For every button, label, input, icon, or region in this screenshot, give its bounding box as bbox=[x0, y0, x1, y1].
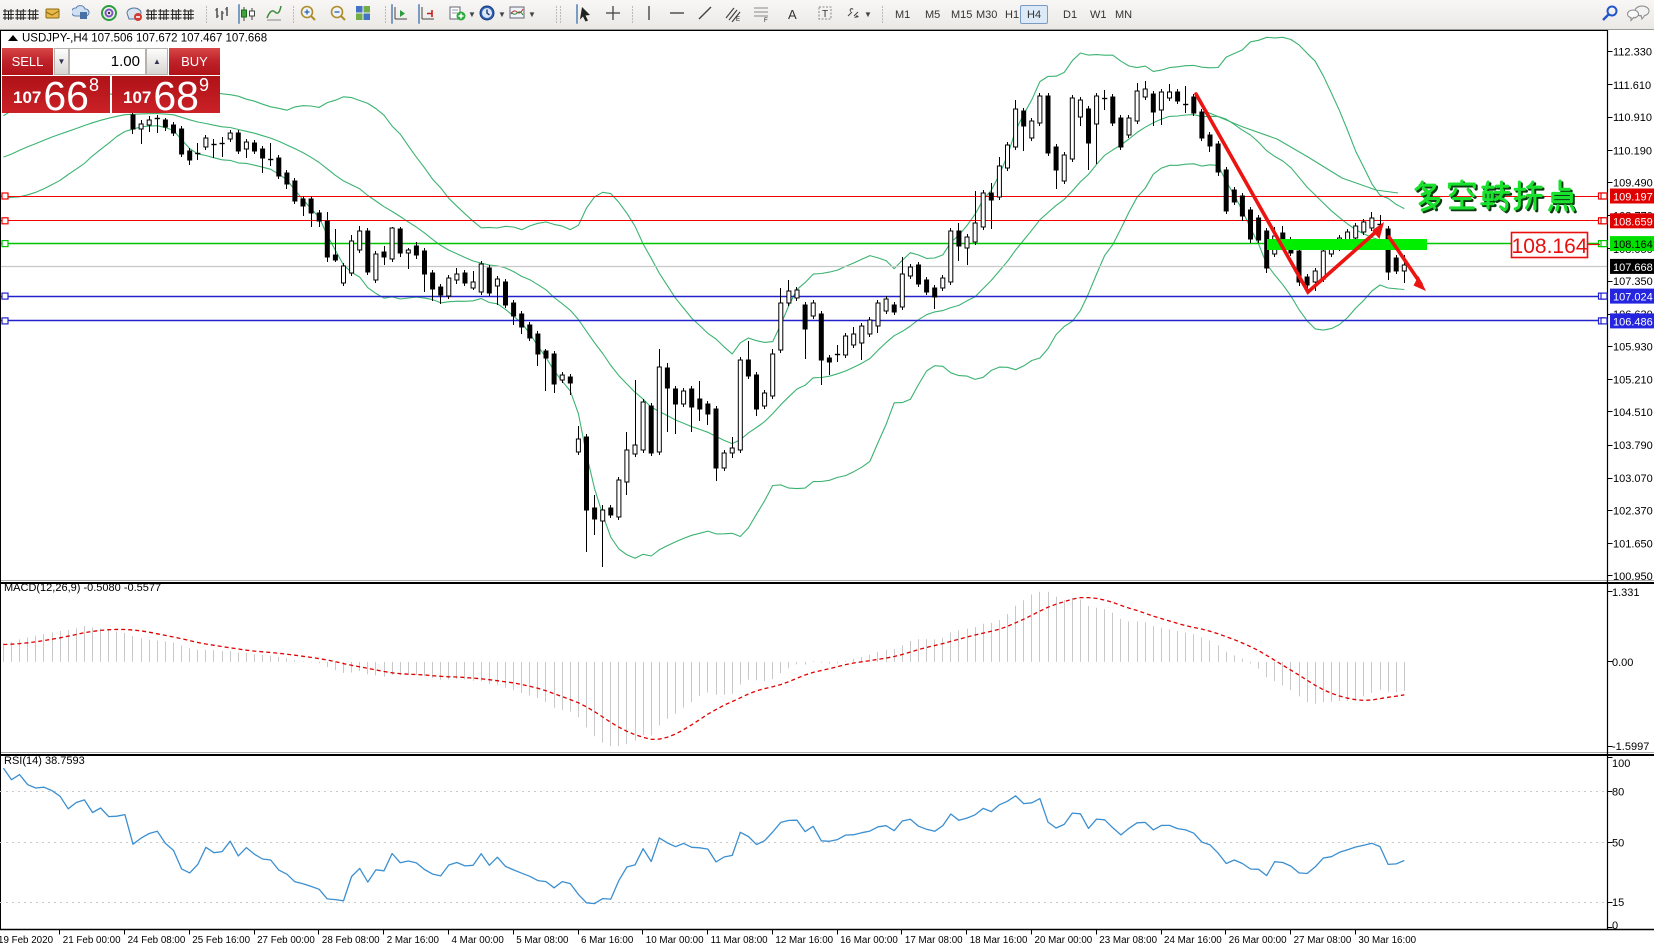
svg-text:100: 100 bbox=[1612, 758, 1630, 770]
svg-text:112.330: 112.330 bbox=[1613, 47, 1652, 59]
svg-text:107.024: 107.024 bbox=[1613, 292, 1653, 304]
svg-text:0: 0 bbox=[1612, 920, 1618, 932]
svg-text:MACD(12,26,9) -0.5080 -0.5577: MACD(12,26,9) -0.5080 -0.5577 bbox=[4, 582, 161, 594]
svg-text:105.210: 105.210 bbox=[1613, 375, 1653, 387]
svg-text:17 Mar 08:00: 17 Mar 08:00 bbox=[905, 935, 963, 946]
svg-text:107.350: 107.350 bbox=[1613, 276, 1653, 288]
svg-text:1.331: 1.331 bbox=[1612, 587, 1640, 599]
svg-text:103.070: 103.070 bbox=[1613, 473, 1653, 485]
svg-text:4 Mar 00:00: 4 Mar 00:00 bbox=[452, 935, 505, 946]
svg-text:E: E bbox=[736, 17, 740, 22]
svg-text:24 Mar 16:00: 24 Mar 16:00 bbox=[1164, 935, 1222, 946]
svg-text:110.190: 110.190 bbox=[1613, 145, 1652, 157]
svg-text:6 Mar 16:00: 6 Mar 16:00 bbox=[581, 935, 634, 946]
svg-text:80: 80 bbox=[1612, 787, 1624, 799]
svg-text:-1.5997: -1.5997 bbox=[1612, 741, 1649, 753]
svg-text:RSI(14) 38.7593: RSI(14) 38.7593 bbox=[4, 755, 85, 767]
svg-text:30 Mar 16:00: 30 Mar 16:00 bbox=[1358, 935, 1416, 946]
svg-text:109.197: 109.197 bbox=[1613, 192, 1653, 204]
svg-text:10 Mar 00:00: 10 Mar 00:00 bbox=[646, 935, 704, 946]
svg-text:23 Mar 08:00: 23 Mar 08:00 bbox=[1099, 935, 1157, 946]
svg-text:101.650: 101.650 bbox=[1613, 539, 1653, 551]
svg-text:24 Feb 08:00: 24 Feb 08:00 bbox=[128, 935, 186, 946]
svg-text:21 Feb 00:00: 21 Feb 00:00 bbox=[63, 935, 121, 946]
svg-text:11 Mar 08:00: 11 Mar 08:00 bbox=[711, 935, 769, 946]
svg-text:2 Mar 16:00: 2 Mar 16:00 bbox=[387, 935, 440, 946]
svg-text:15: 15 bbox=[1612, 897, 1624, 909]
svg-text:28 Feb 08:00: 28 Feb 08:00 bbox=[322, 935, 380, 946]
svg-text:5 Mar 08:00: 5 Mar 08:00 bbox=[516, 935, 569, 946]
svg-text:USDJPY-,H4 107.506 107.672 10: USDJPY-,H4 107.506 107.672 107.467 107.6… bbox=[22, 33, 267, 45]
svg-text:19 Feb 2020: 19 Feb 2020 bbox=[0, 935, 54, 946]
svg-text:111.610: 111.610 bbox=[1613, 80, 1651, 92]
svg-text:18 Mar 16:00: 18 Mar 16:00 bbox=[970, 935, 1028, 946]
svg-text:27 Feb 00:00: 27 Feb 00:00 bbox=[257, 935, 315, 946]
svg-text:105.930: 105.930 bbox=[1613, 342, 1653, 354]
svg-text:50: 50 bbox=[1612, 838, 1624, 850]
svg-text:108.164: 108.164 bbox=[1512, 235, 1588, 258]
svg-text:104.510: 104.510 bbox=[1613, 407, 1653, 419]
svg-text:27 Mar 08:00: 27 Mar 08:00 bbox=[1294, 935, 1352, 946]
svg-text:T: T bbox=[822, 9, 828, 20]
svg-text:16 Mar 00:00: 16 Mar 00:00 bbox=[840, 935, 898, 946]
svg-text:100.950: 100.950 bbox=[1613, 571, 1653, 583]
svg-text:110.910: 110.910 bbox=[1613, 112, 1652, 124]
svg-text:25 Feb 16:00: 25 Feb 16:00 bbox=[192, 935, 250, 946]
svg-text:102.370: 102.370 bbox=[1613, 506, 1653, 518]
svg-text:20 Mar 00:00: 20 Mar 00:00 bbox=[1035, 935, 1093, 946]
svg-text:103.790: 103.790 bbox=[1613, 440, 1653, 452]
svg-text:0.00: 0.00 bbox=[1612, 657, 1633, 669]
svg-text:107.668: 107.668 bbox=[1613, 262, 1653, 274]
svg-text:12 Mar 16:00: 12 Mar 16:00 bbox=[775, 935, 833, 946]
svg-text:109.490: 109.490 bbox=[1613, 178, 1653, 190]
svg-text:108.659: 108.659 bbox=[1613, 216, 1653, 228]
svg-text:108.164: 108.164 bbox=[1613, 239, 1653, 251]
svg-text:106.486: 106.486 bbox=[1613, 316, 1653, 328]
svg-text:26 Mar 00:00: 26 Mar 00:00 bbox=[1229, 935, 1287, 946]
svg-text:F: F bbox=[764, 18, 768, 22]
